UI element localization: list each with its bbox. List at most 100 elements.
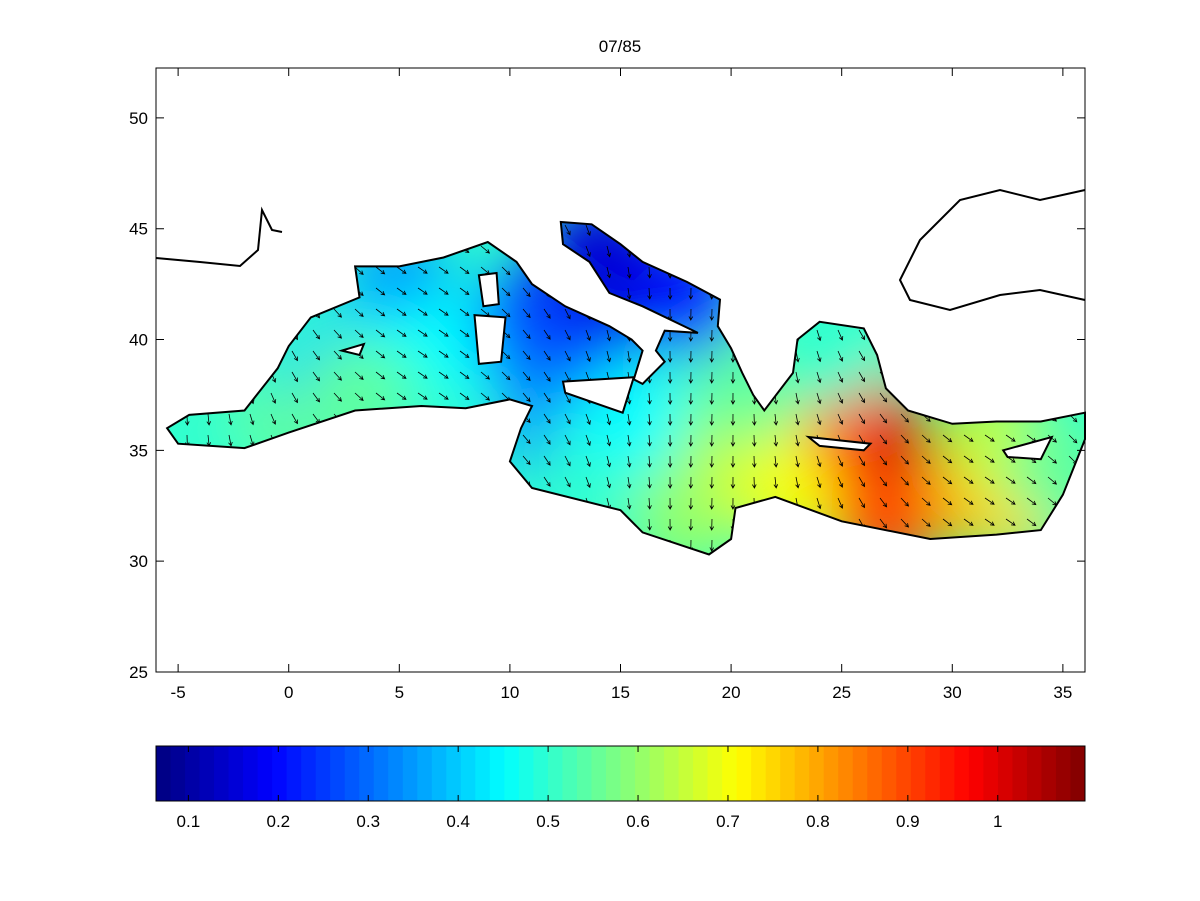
arrow bbox=[943, 603, 952, 610]
arrow bbox=[375, 413, 386, 422]
arrow bbox=[184, 518, 190, 531]
arrow bbox=[647, 224, 652, 237]
arrow bbox=[376, 183, 385, 190]
arrow bbox=[627, 162, 631, 173]
arrow bbox=[167, 539, 169, 552]
arrow bbox=[773, 287, 779, 300]
arrow bbox=[184, 350, 190, 363]
arrow bbox=[1005, 350, 1016, 358]
arrow bbox=[648, 204, 652, 215]
arrow bbox=[585, 329, 591, 342]
arrow bbox=[184, 455, 190, 468]
arrow bbox=[627, 666, 631, 677]
arrow bbox=[185, 645, 189, 656]
arrow bbox=[206, 224, 212, 237]
arrow bbox=[921, 497, 931, 506]
arrow bbox=[709, 224, 715, 237]
arrow bbox=[249, 518, 255, 531]
arrow bbox=[752, 413, 757, 426]
arrow bbox=[418, 141, 427, 147]
arrow bbox=[480, 392, 491, 401]
arrow bbox=[689, 120, 693, 131]
arrow bbox=[667, 371, 673, 384]
arrow bbox=[1026, 245, 1037, 254]
arrow bbox=[731, 603, 735, 614]
arrow bbox=[1068, 350, 1078, 360]
arrow bbox=[606, 350, 612, 363]
colorbar-step bbox=[1026, 746, 1042, 801]
arrow bbox=[185, 78, 189, 89]
arrow bbox=[460, 645, 469, 652]
arrow bbox=[164, 204, 168, 215]
arrow bbox=[291, 308, 298, 320]
arrow bbox=[1005, 245, 1016, 253]
arrow bbox=[459, 539, 470, 548]
arrow bbox=[900, 392, 910, 402]
arrow bbox=[795, 518, 800, 531]
arrow bbox=[796, 141, 800, 152]
arrow bbox=[858, 392, 865, 404]
arrow bbox=[901, 603, 908, 611]
arrow bbox=[1048, 183, 1056, 190]
arrow bbox=[164, 183, 168, 194]
arrow bbox=[709, 476, 715, 489]
arrow bbox=[607, 162, 611, 173]
arrow bbox=[774, 78, 778, 89]
arrow bbox=[439, 141, 448, 147]
arrow bbox=[438, 476, 449, 484]
arrow bbox=[459, 329, 470, 338]
arrow bbox=[963, 329, 974, 337]
arrow bbox=[1048, 624, 1056, 631]
arrow bbox=[312, 371, 321, 382]
arrow bbox=[502, 162, 510, 170]
y-tick-label: 35 bbox=[129, 441, 148, 460]
arrow bbox=[900, 455, 910, 465]
arrow bbox=[439, 99, 448, 105]
arrow bbox=[501, 518, 511, 528]
arrow bbox=[607, 624, 611, 635]
arrow bbox=[184, 287, 190, 300]
arrow bbox=[501, 308, 511, 318]
arrow bbox=[667, 476, 673, 489]
colorbar-tick-label: 0.1 bbox=[177, 812, 201, 831]
colorbar-step bbox=[344, 746, 360, 801]
arrow bbox=[376, 582, 385, 589]
arrow bbox=[291, 245, 298, 257]
arrow bbox=[963, 455, 974, 463]
arrow bbox=[859, 120, 865, 129]
arrow bbox=[167, 434, 169, 447]
arrow bbox=[752, 645, 756, 656]
arrow bbox=[667, 497, 673, 510]
arrow bbox=[1026, 371, 1037, 380]
arrow bbox=[207, 162, 211, 173]
arrow bbox=[229, 603, 233, 614]
arrow bbox=[859, 141, 865, 150]
arrow bbox=[271, 204, 276, 214]
arrow bbox=[207, 183, 211, 194]
colorbar-tick-label: 0.8 bbox=[806, 812, 830, 831]
arrow bbox=[481, 141, 489, 148]
arrow bbox=[565, 78, 570, 88]
arrow bbox=[228, 350, 233, 363]
arrow bbox=[333, 266, 342, 276]
arrow bbox=[688, 434, 694, 447]
arrow bbox=[879, 392, 888, 403]
arrow bbox=[1027, 120, 1036, 127]
arrow bbox=[731, 582, 735, 593]
arrow bbox=[985, 582, 994, 588]
arrow bbox=[438, 224, 449, 232]
arrow bbox=[859, 162, 865, 171]
colorbar-step bbox=[1012, 746, 1028, 801]
arrow bbox=[543, 245, 551, 256]
arrow bbox=[796, 624, 800, 635]
arrow bbox=[585, 434, 591, 447]
arrow bbox=[313, 624, 320, 633]
arrow bbox=[1006, 183, 1015, 189]
arrow bbox=[880, 666, 887, 675]
arrow bbox=[774, 141, 778, 152]
arrow bbox=[859, 624, 865, 633]
arrow bbox=[270, 413, 277, 425]
arrow bbox=[880, 99, 887, 108]
arrow bbox=[313, 645, 320, 654]
arrow bbox=[250, 582, 254, 593]
